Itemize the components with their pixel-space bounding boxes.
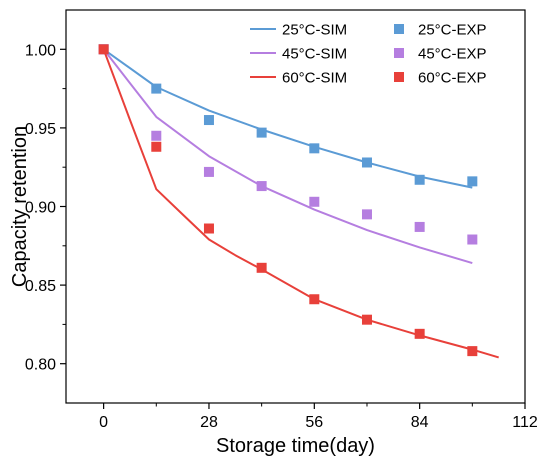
data-point: [151, 130, 162, 141]
y-tick-label: 0.95: [25, 121, 56, 138]
legend-label: 45°C-SIM: [282, 46, 347, 63]
legend-label: 25°C-EXP: [418, 22, 487, 39]
data-point: [309, 196, 320, 207]
data-point: [467, 346, 478, 357]
data-point: [361, 314, 372, 325]
x-tick-label: 0: [99, 414, 108, 431]
x-axis-title: Storage time(day): [216, 435, 375, 457]
data-point: [256, 181, 267, 192]
legend: 25°C-SIM 25°C-EXP 45°C-SIM 45°C-EXP 60°C-SIM…: [250, 22, 487, 87]
y-tick-label: 0.90: [25, 200, 56, 217]
data-point: [414, 174, 425, 185]
legend-marker-swatch: [394, 48, 404, 58]
data-point: [151, 141, 162, 152]
data-point: [151, 83, 162, 94]
data-point: [414, 221, 425, 232]
axes: 0 28 56 84 112 0.80 0.85 0.90 0.95 1.00: [25, 9, 538, 431]
data-point: [203, 166, 214, 177]
data-point: [361, 157, 372, 168]
legend-label: 25°C-SIM: [282, 22, 347, 39]
data-point: [203, 223, 214, 234]
legend-marker-swatch: [394, 72, 404, 82]
x-tick-label: 28: [200, 414, 218, 431]
data-point: [467, 176, 478, 187]
data-point: [361, 209, 372, 220]
y-tick-label: 1.00: [25, 42, 56, 59]
x-tick-label: 56: [305, 414, 323, 431]
legend-label: 60°C-SIM: [282, 70, 347, 87]
series-line-4: [102, 48, 499, 359]
data-point: [203, 115, 214, 126]
y-axis-title: Capacity retention: [9, 126, 31, 287]
data-point: [414, 328, 425, 339]
x-tick-label: 84: [411, 414, 429, 431]
data-point: [467, 234, 478, 245]
data-point: [98, 44, 109, 55]
series-layer: [98, 44, 499, 359]
data-point: [309, 294, 320, 305]
series-line-2: [102, 48, 473, 265]
legend-marker-swatch: [394, 24, 404, 34]
data-point: [256, 127, 267, 138]
y-tick-label: 0.80: [25, 357, 56, 374]
legend-label: 45°C-EXP: [418, 46, 487, 63]
series-line-0: [103, 48, 473, 189]
x-tick-label: 112: [512, 414, 538, 431]
y-tick-label: 0.85: [25, 278, 56, 295]
legend-label: 60°C-EXP: [418, 70, 487, 87]
data-point: [256, 262, 267, 273]
data-point: [309, 143, 320, 154]
